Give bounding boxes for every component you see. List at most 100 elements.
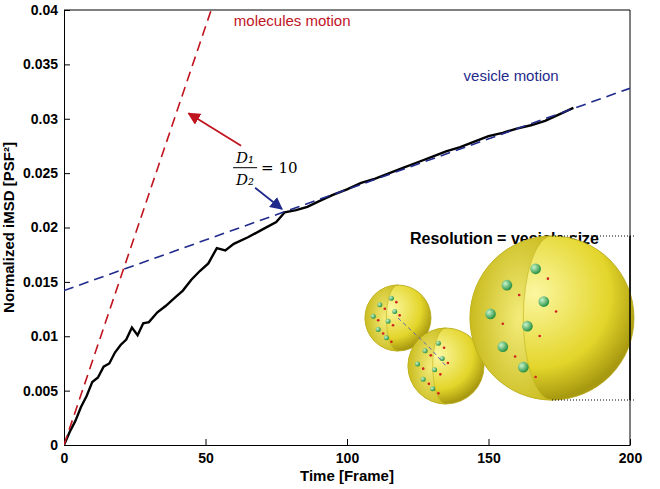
y-tick-mark [64, 336, 70, 337]
vesicle-cutaway [365, 285, 398, 351]
y-tick-label: 0 [50, 437, 58, 453]
y-tick-mark [64, 173, 70, 174]
small-molecule [447, 362, 450, 365]
y-tick-mark [64, 10, 70, 11]
molecule [389, 296, 394, 301]
small-molecule [422, 367, 425, 370]
y-tick: 0.035 [23, 56, 70, 72]
annotation: molecules motion [234, 12, 351, 29]
x-tick-label: 50 [198, 450, 214, 466]
x-tick-label: 100 [336, 450, 360, 466]
y-tick: 0.02 [31, 219, 70, 235]
y-tick-mark [64, 445, 70, 446]
small-molecule [384, 307, 387, 310]
y-tick-label: 0.04 [31, 2, 58, 18]
trajectory [398, 318, 446, 366]
x-tick-mark [489, 439, 490, 445]
size-guide [552, 236, 634, 237]
plot-area: 0 50 100 150 200 0 0.005 0.01 0.015 0.02 0.025 0.03… [23, 2, 642, 466]
y-axis-title: Normalized iMSD [PSF²] [0, 142, 17, 313]
y-tick-mark [64, 64, 70, 65]
molecule [497, 341, 508, 352]
molecule [376, 327, 381, 332]
molecule [421, 377, 426, 382]
molecule [371, 314, 376, 319]
small-molecule [518, 294, 521, 297]
y-tick-label: 0.005 [23, 383, 58, 399]
y-tick-mark [64, 391, 70, 392]
y-tick: 0.005 [23, 383, 70, 399]
y-tick-mark [64, 228, 70, 229]
size-bar [629, 236, 631, 400]
vesicle-cutaway [470, 236, 552, 400]
x-axis-title: Time [Frame] [300, 467, 394, 484]
x-tick-mark [347, 439, 348, 445]
molecule [530, 263, 541, 274]
molecule [436, 341, 441, 346]
x-axis: 0 50 100 150 200 [61, 439, 643, 466]
x-tick-label: 150 [477, 450, 501, 466]
small-molecule [430, 354, 433, 357]
x-tick-label: 0 [61, 450, 69, 466]
x-axis-line [65, 445, 631, 446]
small-molecule [443, 346, 446, 349]
y-tick-label: 0.02 [31, 219, 58, 235]
small-molecule [555, 310, 558, 313]
molecule [502, 280, 513, 291]
y-tick-mark [64, 282, 70, 283]
y-axis: 0 0.005 0.01 0.015 0.02 0.025 0.03 0.035 0.04 [23, 2, 70, 453]
molecule [415, 362, 420, 367]
small-molecule [377, 319, 380, 322]
series-line [64, 10, 211, 445]
molecule [432, 367, 437, 372]
small-molecule [514, 355, 517, 358]
small-molecule [382, 332, 385, 335]
vesicle [470, 236, 634, 400]
molecule [485, 309, 496, 320]
vesicle-cutaway [408, 328, 446, 404]
size-guide [552, 400, 634, 401]
small-molecule [428, 383, 431, 386]
molecule [430, 386, 435, 391]
x-tick: 100 [336, 439, 360, 466]
small-molecule [502, 322, 505, 325]
small-molecule [398, 314, 401, 317]
arrow [255, 188, 282, 209]
ratio-denominator: D₂ [235, 171, 254, 189]
y-tick: 0.025 [23, 165, 70, 181]
molecule [386, 319, 391, 324]
x-tick: 150 [477, 439, 501, 466]
y-tick-label: 0.01 [31, 328, 58, 344]
vesicle-illustration [365, 236, 634, 404]
y-tick-label: 0.025 [23, 165, 58, 181]
molecule [423, 348, 428, 353]
y-tick: 0.03 [31, 111, 70, 127]
ratio-numerator: D₁ [235, 149, 254, 167]
y-tick: 0.015 [23, 274, 70, 290]
y-tick-label: 0.015 [23, 274, 58, 290]
x-tick-label: 200 [619, 450, 643, 466]
annotations: molecules motionvesicle motionResolution… [189, 12, 600, 247]
y-tick-label: 0.035 [23, 56, 58, 72]
arrow [189, 113, 242, 145]
series-line [64, 108, 573, 445]
frame-right [630, 10, 631, 445]
small-molecule [437, 392, 440, 395]
molecule [518, 362, 529, 373]
annotation: vesicle motion [464, 67, 559, 84]
molecule [377, 302, 382, 307]
small-molecule [390, 340, 393, 343]
chart: 0 50 100 150 200 0 0.005 0.01 0.015 0.02 0.025 0.03… [0, 0, 660, 489]
molecule [392, 309, 397, 314]
x-tick: 50 [198, 439, 214, 466]
x-tick-mark [630, 439, 631, 445]
small-molecule [534, 376, 537, 379]
small-molecule [547, 277, 550, 280]
ratio-value: = 10 [261, 159, 297, 177]
y-tick-label: 0.03 [31, 111, 58, 127]
y-tick-mark [64, 119, 70, 120]
y-tick: 0.04 [31, 2, 70, 18]
fraction-bar [233, 167, 257, 168]
molecule [384, 335, 389, 340]
small-molecule [392, 324, 395, 327]
